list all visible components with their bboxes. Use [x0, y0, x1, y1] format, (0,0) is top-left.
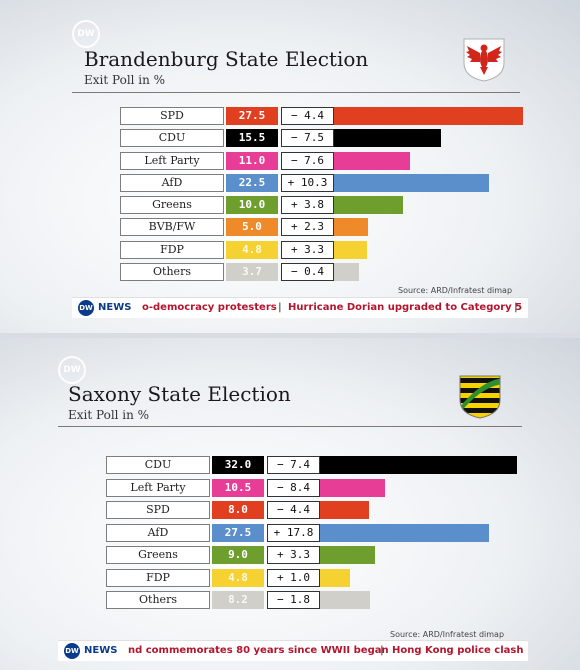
vote-share-bar [320, 546, 375, 564]
change-value: + 1.0 [267, 568, 320, 587]
party-label: SPD [106, 501, 210, 519]
vote-share-value: 27.5 [226, 107, 278, 125]
vote-share-value: 11.0 [226, 151, 278, 170]
vote-share-bar [320, 456, 517, 474]
ticker-separator-tail: | [514, 302, 518, 313]
vote-share-value: 4.8 [226, 240, 278, 259]
change-value: − 4.4 [281, 107, 334, 125]
vote-share-bar [320, 568, 350, 587]
vote-share-bar [334, 240, 367, 259]
news-ticker: DW NEWS o-democracy protesters | Hurrica… [72, 297, 528, 318]
change-value: + 2.3 [281, 218, 334, 237]
vote-share-value: 8.0 [212, 501, 264, 519]
party-label: Greens [120, 196, 224, 214]
change-value: + 3.3 [281, 240, 334, 259]
ticker-separator: | [278, 302, 282, 313]
saxony-coat-of-arms-icon [459, 375, 501, 419]
ticker-label: NEWS [84, 645, 118, 656]
change-value: + 3.3 [267, 546, 320, 564]
dw-logo-icon: DW [78, 300, 94, 316]
vote-share-bar [334, 173, 489, 192]
party-label: FDP [120, 240, 224, 259]
change-value: + 3.8 [281, 196, 334, 214]
vote-share-value: 3.7 [226, 262, 278, 281]
dw-watermark-logo: DW [72, 20, 100, 48]
change-value: − 7.6 [281, 151, 334, 170]
ticker-headline-right: Hurricane Dorian upgraded to Category 5 [288, 302, 523, 313]
vote-share-bar [334, 107, 523, 125]
party-label: SPD [120, 107, 224, 125]
vote-share-value: 27.5 [212, 523, 264, 542]
vote-share-bar [334, 151, 410, 170]
vote-share-value: 4.8 [212, 568, 264, 587]
vote-share-bar [334, 262, 359, 281]
vote-share-bar [334, 218, 368, 237]
vote-share-bar [320, 591, 370, 609]
brandenburg-eagle-icon [463, 38, 505, 82]
party-label: BVB/FW [120, 218, 224, 237]
vote-share-value: 5.0 [226, 218, 278, 237]
brandenburg-panel: DW Brandenburg State Election Exit Poll … [0, 0, 580, 333]
source-note: Source: ARD/Infratest dimap [398, 286, 513, 295]
vote-share-bar [334, 129, 441, 148]
chart-subtitle: Exit Poll in % [84, 73, 166, 87]
saxony-panel: DW Saxony State Election Exit Poll in % … [0, 338, 580, 670]
change-value: − 1.8 [267, 591, 320, 609]
change-value: − 7.5 [281, 129, 334, 148]
change-value: + 17.8 [267, 523, 320, 542]
party-label: Greens [106, 546, 210, 564]
ticker-headline-left: o-democracy protesters [142, 302, 277, 313]
vote-share-value: 15.5 [226, 129, 278, 148]
vote-share-value: 10.5 [212, 478, 264, 497]
ticker-headline-right: Hong Kong police clash [392, 645, 524, 656]
party-label: CDU [120, 129, 224, 148]
change-value: + 10.3 [281, 173, 334, 192]
ticker-separator: | [380, 645, 384, 656]
vote-share-value: 22.5 [226, 173, 278, 192]
party-label: AfD [106, 523, 210, 542]
source-note: Source: ARD/Infratest dimap [390, 630, 505, 639]
chart-subtitle: Exit Poll in % [68, 408, 150, 422]
title-divider [72, 92, 520, 93]
party-label: AfD [120, 173, 224, 192]
title-divider [58, 426, 522, 427]
party-label: Left Party [106, 478, 210, 497]
chart-title: Brandenburg State Election [84, 47, 369, 71]
party-label: Others [120, 262, 224, 281]
ticker-headline-left: nd commemorates 80 years since WWII bega… [128, 645, 389, 656]
vote-share-bar [320, 523, 489, 542]
ticker-label: NEWS [98, 302, 132, 313]
news-ticker: DW NEWS nd commemorates 80 years since W… [58, 640, 528, 661]
party-label: FDP [106, 568, 210, 587]
change-value: − 8.4 [267, 478, 320, 497]
vote-share-value: 10.0 [226, 196, 278, 214]
vote-share-value: 9.0 [212, 546, 264, 564]
party-label: Others [106, 591, 210, 609]
vote-share-bar [320, 501, 369, 519]
dw-watermark-logo: DW [58, 356, 86, 384]
change-value: − 0.4 [281, 262, 334, 281]
party-label: Left Party [120, 151, 224, 170]
vote-share-value: 8.2 [212, 591, 264, 609]
chart-title: Saxony State Election [68, 382, 291, 406]
change-value: − 7.4 [267, 456, 320, 474]
party-label: CDU [106, 456, 210, 474]
vote-share-bar [334, 196, 403, 214]
vote-share-bar [320, 478, 385, 497]
change-value: − 4.4 [267, 501, 320, 519]
dw-logo-icon: DW [64, 643, 80, 659]
vote-share-value: 32.0 [212, 456, 264, 474]
